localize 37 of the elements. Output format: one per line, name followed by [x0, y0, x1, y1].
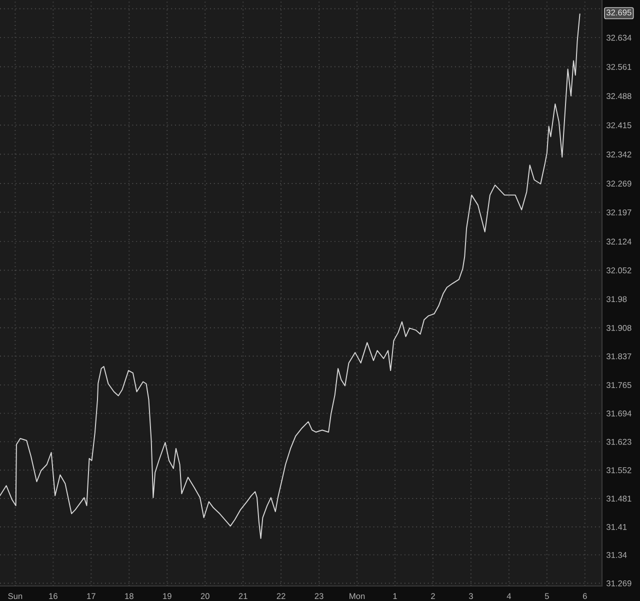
y-tick-label: 31.837 — [606, 353, 632, 360]
x-tick-label: 19 — [163, 593, 172, 600]
x-tick-label: 4 — [506, 593, 512, 599]
x-tick-label: 20 — [200, 593, 210, 600]
x-tick-label: Mon — [350, 593, 365, 600]
x-tick-label: 17 — [87, 593, 96, 599]
y-tick-label: 31.623 — [606, 438, 632, 445]
y-tick-label: 31.269 — [606, 580, 632, 586]
y-tick-label: 31.41 — [606, 524, 627, 530]
y-tick-label: 31.908 — [606, 324, 632, 331]
y-tick-label: 32.561 — [606, 64, 632, 70]
y-tick-label: 32.269 — [606, 180, 632, 187]
x-tick-label: Sun — [8, 593, 22, 600]
annotation: 32.695 — [606, 10, 632, 16]
y-tick-label: 32.488 — [606, 93, 632, 100]
x-tick-label: 22 — [276, 593, 286, 599]
x-tick-label: 2 — [431, 593, 435, 599]
y-tick-label: 31.98 — [606, 296, 627, 302]
x-tick-label: 21 — [238, 593, 248, 599]
y-tick-label: 32.415 — [606, 122, 632, 128]
y-tick-label: 32.197 — [606, 209, 632, 216]
y-tick-label: 31.34 — [606, 552, 627, 558]
y-tick-label: 31.694 — [606, 410, 632, 416]
x-tick-label: 23 — [314, 593, 324, 600]
y-tick-label: 32.634 — [606, 34, 632, 41]
x-tick-label: 3 — [468, 593, 473, 600]
y-tick-label: 32.124 — [606, 238, 632, 245]
y-tick-label: 31.552 — [606, 467, 632, 474]
x-tick-label: 1 — [393, 593, 397, 599]
x-tick-label: 5 — [544, 593, 549, 600]
x-tick-label: 6 — [583, 593, 587, 600]
x-tick-label: 16 — [49, 593, 58, 600]
y-tick-label: 32.342 — [606, 151, 632, 158]
x-tick-label: 18 — [125, 593, 134, 600]
y-tick-label: 31.765 — [606, 382, 632, 388]
y-tick-label: 31.481 — [606, 496, 632, 502]
y-tick-label: 32.052 — [606, 267, 632, 274]
